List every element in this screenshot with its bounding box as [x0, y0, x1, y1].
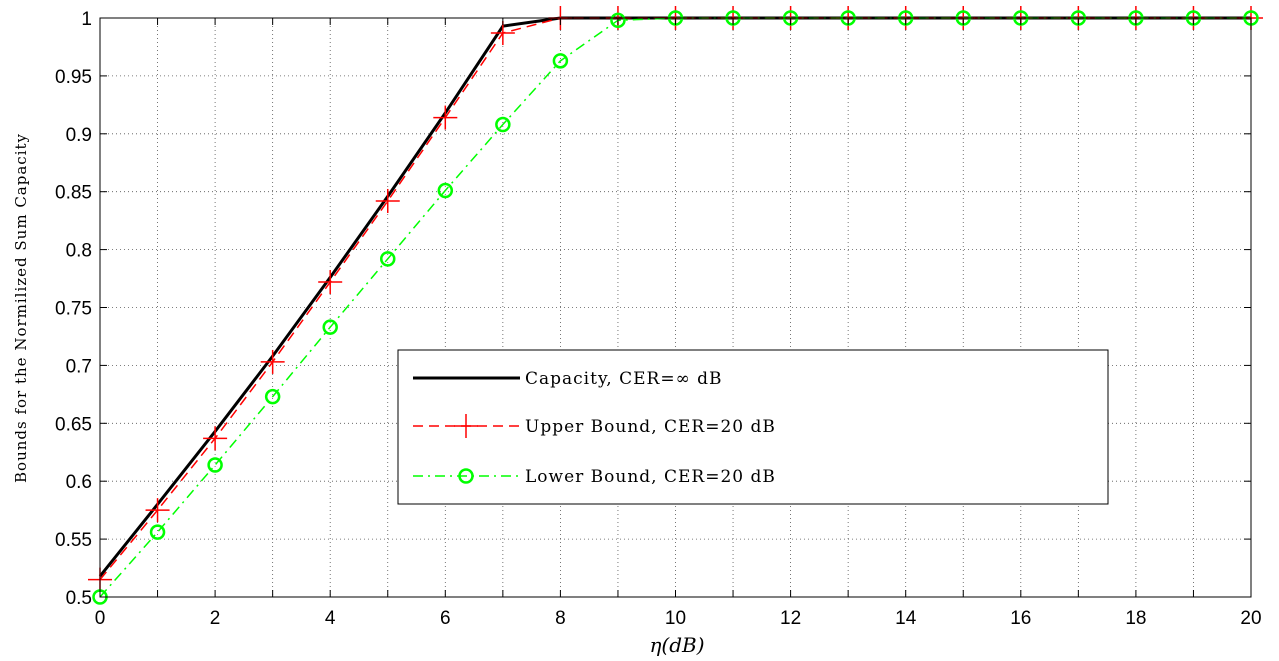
x-tick-label: 2 — [210, 608, 221, 629]
legend-label-0: Capacity, CER=∞ dB — [525, 369, 723, 389]
x-tick-label: 14 — [895, 608, 917, 629]
y-tick-label: 0.7 — [66, 356, 92, 377]
y-tick-label: 0.55 — [55, 530, 92, 551]
x-axis-label: η(dB) — [649, 633, 704, 657]
y-tick-labels: 0.5 0.55 0.6 0.65 0.7 0.75 0.8 0.85 0.9 0.95 1 — [55, 9, 92, 609]
data-point-2 — [552, 53, 569, 69]
data-point-2 — [380, 251, 396, 267]
y-tick-label: 0.6 — [66, 472, 92, 493]
legend: Capacity, CER=∞ dB Upper Bound, CER=20 dB… — [397, 349, 1109, 505]
x-tick-label: 16 — [1010, 608, 1031, 629]
data-point-1 — [375, 188, 400, 213]
data-point-2 — [610, 12, 626, 29]
x-tick-label: 10 — [665, 608, 686, 629]
x-tick-label: 8 — [555, 608, 566, 629]
tick-marks — [99, 17, 1252, 598]
y-tick-label: 0.9 — [66, 125, 92, 146]
legend-box — [397, 349, 1109, 505]
data-point-1 — [145, 498, 170, 523]
data-point-1 — [260, 349, 285, 374]
y-tick-label: 0.75 — [55, 299, 92, 320]
y-axis-label: Bounds for the Normilized Sum Capacity — [12, 133, 30, 483]
y-tick-label: 0.85 — [55, 183, 92, 204]
data-point-1 — [318, 270, 343, 295]
data-point-2 — [322, 319, 338, 335]
y-tick-label: 0.65 — [55, 414, 92, 435]
data-point-1 — [433, 105, 458, 130]
legend-marker-2 — [458, 468, 474, 484]
x-tick-label: 12 — [780, 608, 801, 629]
y-tick-label: 0.8 — [66, 241, 92, 262]
x-tick-labels: 0 2 4 6 8 10 12 14 16 18 20 — [95, 608, 1262, 629]
data-point-2 — [207, 457, 223, 473]
data-point-2 — [264, 388, 281, 405]
x-tick-label: 0 — [95, 608, 106, 629]
series-group — [88, 6, 1263, 605]
y-tick-label: 1 — [81, 9, 92, 30]
data-point-2 — [437, 182, 454, 199]
legend-label-1: Upper Bound, CER=20 dB — [525, 417, 776, 437]
data-point-1 — [490, 21, 515, 46]
grid-lines — [100, 18, 1251, 597]
data-point-2 — [149, 524, 166, 540]
x-tick-label: 6 — [440, 608, 451, 629]
y-tick-label: 0.95 — [55, 67, 92, 88]
legend-label-2: Lower Bound, CER=20 dB — [525, 467, 776, 487]
x-tick-label: 18 — [1125, 608, 1146, 629]
x-tick-label: 4 — [325, 608, 336, 629]
y-tick-label: 0.5 — [66, 588, 92, 609]
legend-marker-1 — [454, 414, 478, 438]
x-tick-label: 20 — [1240, 608, 1261, 629]
data-point-2 — [495, 116, 511, 133]
data-point-1 — [203, 426, 228, 451]
